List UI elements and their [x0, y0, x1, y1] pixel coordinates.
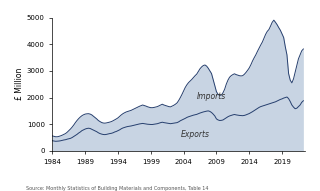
- Text: Imports: Imports: [197, 92, 226, 101]
- Text: Exports: Exports: [180, 130, 209, 139]
- Y-axis label: £ Million: £ Million: [15, 68, 24, 100]
- Text: Source: Monthly Statistics of Building Materials and Components, Table 14: Source: Monthly Statistics of Building M…: [26, 186, 208, 191]
